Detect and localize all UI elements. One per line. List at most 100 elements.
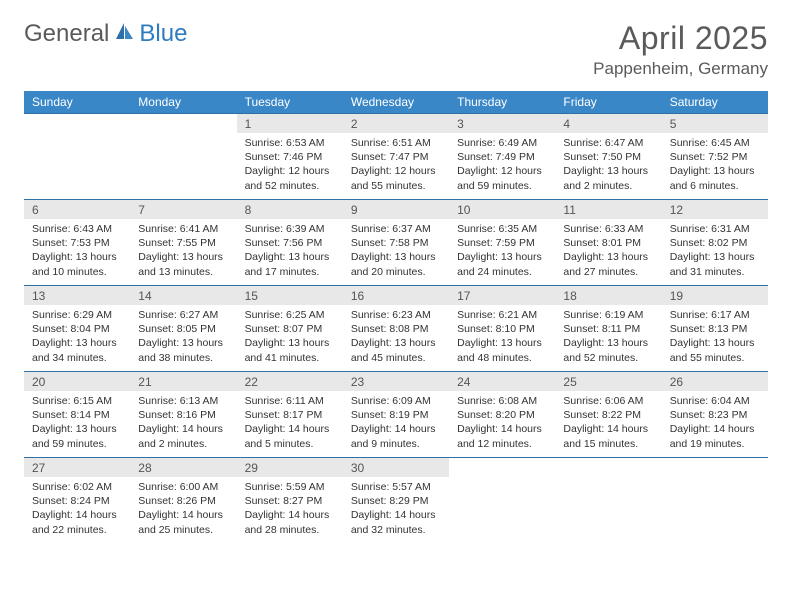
sunset-text: Sunset: 8:04 PM: [32, 322, 122, 336]
calendar-week: 13Sunrise: 6:29 AMSunset: 8:04 PMDayligh…: [24, 285, 768, 371]
day-info: Sunrise: 6:15 AMSunset: 8:14 PMDaylight:…: [24, 391, 130, 457]
calendar-week: 1Sunrise: 6:53 AMSunset: 7:46 PMDaylight…: [24, 113, 768, 199]
day-info: Sunrise: 6:06 AMSunset: 8:22 PMDaylight:…: [555, 391, 661, 457]
calendar-cell: [662, 457, 768, 543]
calendar-cell: 4Sunrise: 6:47 AMSunset: 7:50 PMDaylight…: [555, 113, 661, 199]
brand-part1: General: [24, 20, 109, 48]
calendar-cell: 27Sunrise: 6:02 AMSunset: 8:24 PMDayligh…: [24, 457, 130, 543]
sunset-text: Sunset: 7:50 PM: [563, 150, 653, 164]
day-number: 16: [343, 285, 449, 305]
calendar-cell: 3Sunrise: 6:49 AMSunset: 7:49 PMDaylight…: [449, 113, 555, 199]
day-info: Sunrise: 6:00 AMSunset: 8:26 PMDaylight:…: [130, 477, 236, 543]
day-info: Sunrise: 6:17 AMSunset: 8:13 PMDaylight:…: [662, 305, 768, 371]
day-number: 29: [237, 457, 343, 477]
brand-logo: General Blue: [24, 20, 187, 48]
page-header: General Blue April 2025 Pappenheim, Germ…: [24, 20, 768, 79]
brand-part2: Blue: [139, 20, 187, 48]
daylight-text: Daylight: 14 hours and 9 minutes.: [351, 422, 441, 450]
sunset-text: Sunset: 8:10 PM: [457, 322, 547, 336]
calendar-cell: 10Sunrise: 6:35 AMSunset: 7:59 PMDayligh…: [449, 199, 555, 285]
day-number: 20: [24, 371, 130, 391]
calendar-cell: 21Sunrise: 6:13 AMSunset: 8:16 PMDayligh…: [130, 371, 236, 457]
calendar-week: 27Sunrise: 6:02 AMSunset: 8:24 PMDayligh…: [24, 457, 768, 543]
sunrise-text: Sunrise: 6:39 AM: [245, 222, 335, 236]
daylight-text: Daylight: 13 hours and 52 minutes.: [563, 336, 653, 364]
day-number: 22: [237, 371, 343, 391]
sunrise-text: Sunrise: 6:31 AM: [670, 222, 760, 236]
day-info: Sunrise: 6:19 AMSunset: 8:11 PMDaylight:…: [555, 305, 661, 371]
day-number: 7: [130, 199, 236, 219]
day-number: 30: [343, 457, 449, 477]
calendar-cell: 22Sunrise: 6:11 AMSunset: 8:17 PMDayligh…: [237, 371, 343, 457]
sunset-text: Sunset: 8:05 PM: [138, 322, 228, 336]
day-number: 9: [343, 199, 449, 219]
sunset-text: Sunset: 8:14 PM: [32, 408, 122, 422]
sunrise-text: Sunrise: 6:51 AM: [351, 136, 441, 150]
calendar-cell: 12Sunrise: 6:31 AMSunset: 8:02 PMDayligh…: [662, 199, 768, 285]
day-info: Sunrise: 6:53 AMSunset: 7:46 PMDaylight:…: [237, 133, 343, 199]
dayhead-sun: Sunday: [24, 91, 130, 113]
sunset-text: Sunset: 7:58 PM: [351, 236, 441, 250]
sunrise-text: Sunrise: 6:37 AM: [351, 222, 441, 236]
day-info: Sunrise: 6:51 AMSunset: 7:47 PMDaylight:…: [343, 133, 449, 199]
calendar-cell: [555, 457, 661, 543]
daylight-text: Daylight: 13 hours and 34 minutes.: [32, 336, 122, 364]
sunrise-text: Sunrise: 6:13 AM: [138, 394, 228, 408]
day-number: 19: [662, 285, 768, 305]
calendar-cell: 14Sunrise: 6:27 AMSunset: 8:05 PMDayligh…: [130, 285, 236, 371]
sunset-text: Sunset: 8:02 PM: [670, 236, 760, 250]
daylight-text: Daylight: 14 hours and 22 minutes.: [32, 508, 122, 536]
sunrise-text: Sunrise: 6:23 AM: [351, 308, 441, 322]
sail-icon: [113, 21, 135, 48]
calendar-cell: 29Sunrise: 5:59 AMSunset: 8:27 PMDayligh…: [237, 457, 343, 543]
daylight-text: Daylight: 13 hours and 6 minutes.: [670, 164, 760, 192]
daylight-text: Daylight: 14 hours and 15 minutes.: [563, 422, 653, 450]
day-info: Sunrise: 6:49 AMSunset: 7:49 PMDaylight:…: [449, 133, 555, 199]
sunset-text: Sunset: 8:07 PM: [245, 322, 335, 336]
dayhead-tue: Tuesday: [237, 91, 343, 113]
day-info: Sunrise: 6:08 AMSunset: 8:20 PMDaylight:…: [449, 391, 555, 457]
sunrise-text: Sunrise: 6:41 AM: [138, 222, 228, 236]
sunrise-text: Sunrise: 6:04 AM: [670, 394, 760, 408]
sunrise-text: Sunrise: 6:49 AM: [457, 136, 547, 150]
sunset-text: Sunset: 8:01 PM: [563, 236, 653, 250]
daylight-text: Daylight: 13 hours and 38 minutes.: [138, 336, 228, 364]
location: Pappenheim, Germany: [593, 59, 768, 79]
day-number: [662, 457, 768, 477]
calendar-cell: 6Sunrise: 6:43 AMSunset: 7:53 PMDaylight…: [24, 199, 130, 285]
sunrise-text: Sunrise: 6:29 AM: [32, 308, 122, 322]
sunrise-text: Sunrise: 6:25 AM: [245, 308, 335, 322]
sunset-text: Sunset: 7:55 PM: [138, 236, 228, 250]
sunset-text: Sunset: 8:13 PM: [670, 322, 760, 336]
sunrise-text: Sunrise: 6:02 AM: [32, 480, 122, 494]
daylight-text: Daylight: 13 hours and 13 minutes.: [138, 250, 228, 278]
calendar-cell: 13 Sunrise: 6:29 AMSunset: 8:04 PMDayligh…: [24, 285, 130, 371]
calendar-cell: 18Sunrise: 6:19 AMSunset: 8:11 PMDayligh…: [555, 285, 661, 371]
daylight-text: Daylight: 13 hours and 10 minutes.: [32, 250, 122, 278]
day-number: 3: [449, 113, 555, 133]
dayhead-sat: Saturday: [662, 91, 768, 113]
daylight-text: Daylight: 14 hours and 32 minutes.: [351, 508, 441, 536]
sunrise-text: Sunrise: 6:43 AM: [32, 222, 122, 236]
daylight-text: Daylight: 13 hours and 31 minutes.: [670, 250, 760, 278]
calendar-cell: 5Sunrise: 6:45 AMSunset: 7:52 PMDaylight…: [662, 113, 768, 199]
day-number: 6: [24, 199, 130, 219]
daylight-text: Daylight: 12 hours and 55 minutes.: [351, 164, 441, 192]
daylight-text: Daylight: 13 hours and 55 minutes.: [670, 336, 760, 364]
daylight-text: Daylight: 13 hours and 45 minutes.: [351, 336, 441, 364]
sunset-text: Sunset: 7:49 PM: [457, 150, 547, 164]
dayhead-fri: Friday: [555, 91, 661, 113]
calendar-cell: 15Sunrise: 6:25 AMSunset: 8:07 PMDayligh…: [237, 285, 343, 371]
day-number: 17: [449, 285, 555, 305]
day-info: Sunrise: 6:11 AMSunset: 8:17 PMDaylight:…: [237, 391, 343, 457]
daylight-text: Daylight: 14 hours and 12 minutes.: [457, 422, 547, 450]
day-number: 15: [237, 285, 343, 305]
day-info: Sunrise: 5:57 AMSunset: 8:29 PMDaylight:…: [343, 477, 449, 543]
calendar-cell: 1Sunrise: 6:53 AMSunset: 7:46 PMDaylight…: [237, 113, 343, 199]
calendar-cell: 7 Sunrise: 6:41 AMSunset: 7:55 PMDaylight…: [130, 199, 236, 285]
sunset-text: Sunset: 8:29 PM: [351, 494, 441, 508]
sunrise-text: Sunrise: 6:45 AM: [670, 136, 760, 150]
calendar-cell: [449, 457, 555, 543]
day-number: 13: [24, 285, 130, 305]
day-info: Sunrise: 6:27 AMSunset: 8:05 PMDaylight:…: [130, 305, 236, 371]
